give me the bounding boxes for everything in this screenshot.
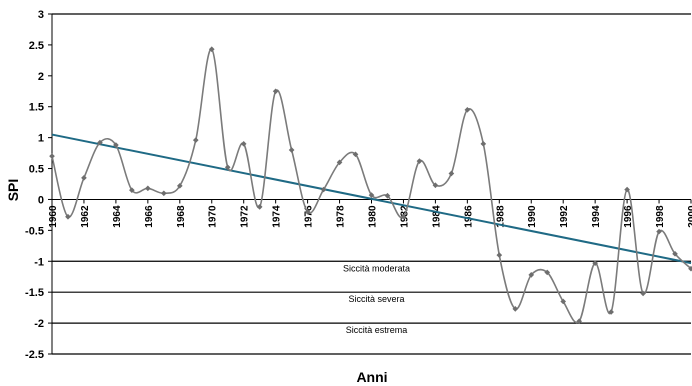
spi-data-point	[160, 190, 167, 197]
spi-data-point	[544, 269, 551, 276]
y-tick-label: 0.5	[29, 164, 44, 176]
spi-data-point	[608, 309, 614, 315]
spi-data-point	[49, 153, 55, 160]
trendline	[51, 133, 692, 265]
y-axis-title: SPI	[5, 179, 21, 202]
spi-data-point	[560, 298, 567, 305]
threshold-label: Siccità estrema	[346, 325, 408, 335]
x-tick-label: 1980	[368, 205, 379, 228]
spi-data-point	[256, 204, 263, 210]
x-tick-label: 1960	[48, 205, 59, 228]
x-tick-label: 1962	[80, 205, 91, 228]
threshold-label: Siccità severa	[348, 294, 404, 304]
x-tick-label: 1964	[112, 205, 123, 228]
spi-data-point	[336, 159, 343, 166]
x-tick-label: 1978	[336, 205, 347, 228]
spi-data-point	[288, 147, 295, 153]
y-tick-label: -2	[34, 318, 44, 330]
spi-data-point	[224, 164, 231, 171]
spi-data-point	[368, 192, 375, 198]
x-tick-label: 1994	[591, 205, 602, 228]
spi-data-point	[656, 228, 662, 235]
spi-data-point	[448, 170, 455, 177]
x-tick-label: 1968	[176, 205, 187, 228]
axes: 3 2.5 2 1.5 1 0.5 0 -0.5 -1 -1.5 -2 -2.5 1960 1962 196…	[25, 9, 692, 361]
spi-data-point	[672, 251, 678, 257]
spi-data-point	[592, 260, 598, 266]
spi-data-point	[240, 140, 247, 147]
spi-data-point	[176, 183, 183, 189]
y-tick-label: 3	[38, 9, 44, 21]
spi-data-point	[528, 272, 535, 278]
x-tick-label: 1966	[144, 205, 155, 228]
spi-data-point	[352, 151, 359, 158]
threshold-label: Siccità moderata	[343, 263, 410, 273]
spi-data-point	[65, 213, 71, 220]
trendline-group	[51, 133, 692, 265]
y-tick-label: -2.5	[25, 349, 44, 361]
spi-data-point	[512, 306, 519, 312]
x-tick-label: 1984	[431, 205, 442, 228]
x-axis-title: Anni	[356, 369, 387, 385]
y-tick-label: 2.5	[29, 40, 44, 52]
x-tick-label: 1974	[272, 205, 283, 228]
spi-data-point	[97, 139, 103, 146]
spi-data-point	[432, 182, 439, 189]
x-tick-label: 1976	[304, 205, 315, 228]
spi-data-point	[192, 137, 199, 143]
spi-data-point	[272, 88, 279, 95]
x-tick-label: 1996	[623, 205, 634, 228]
x-tick-label: 1998	[655, 205, 666, 228]
spi-data-point	[624, 186, 630, 193]
x-tick-label: 1986	[463, 205, 474, 228]
spi-data-point	[145, 185, 151, 192]
spi-data-point	[304, 208, 311, 215]
x-tick-label: 1992	[559, 205, 570, 228]
y-tick-label: 1	[38, 133, 44, 145]
spi-data-point	[320, 186, 327, 193]
spi-data-point	[464, 106, 471, 113]
labels-group: Siccità moderata Siccità severa Siccità es…	[5, 179, 410, 385]
spi-data-point	[480, 140, 487, 147]
spi-data-point	[688, 265, 692, 272]
spi-data-point	[496, 252, 503, 258]
spi-data-point	[400, 213, 407, 220]
x-tick-label: 1972	[240, 205, 251, 228]
spi-data-point	[576, 318, 583, 325]
y-tick-label: -1	[34, 256, 44, 268]
y-tick-label: -0.5	[25, 225, 44, 237]
spi-data-point	[81, 174, 87, 181]
x-tick-label: 1988	[495, 205, 506, 228]
x-tick-label: 2000	[687, 205, 692, 228]
spi-data-point	[113, 142, 119, 148]
y-tick-label: 2	[38, 71, 44, 83]
y-tick-label: -1.5	[25, 287, 44, 299]
y-tick-label: 0	[38, 194, 44, 206]
spi-data-point	[384, 192, 391, 199]
x-tick-label: 1990	[527, 205, 538, 228]
y-tick-label: 1.5	[29, 102, 44, 114]
x-tick-label: 1970	[208, 205, 219, 228]
threshold-lines	[52, 260, 691, 324]
spi-data-point	[416, 158, 423, 164]
spi-data-point	[129, 187, 135, 194]
spi-data-point	[640, 290, 646, 297]
series-group	[49, 46, 692, 325]
